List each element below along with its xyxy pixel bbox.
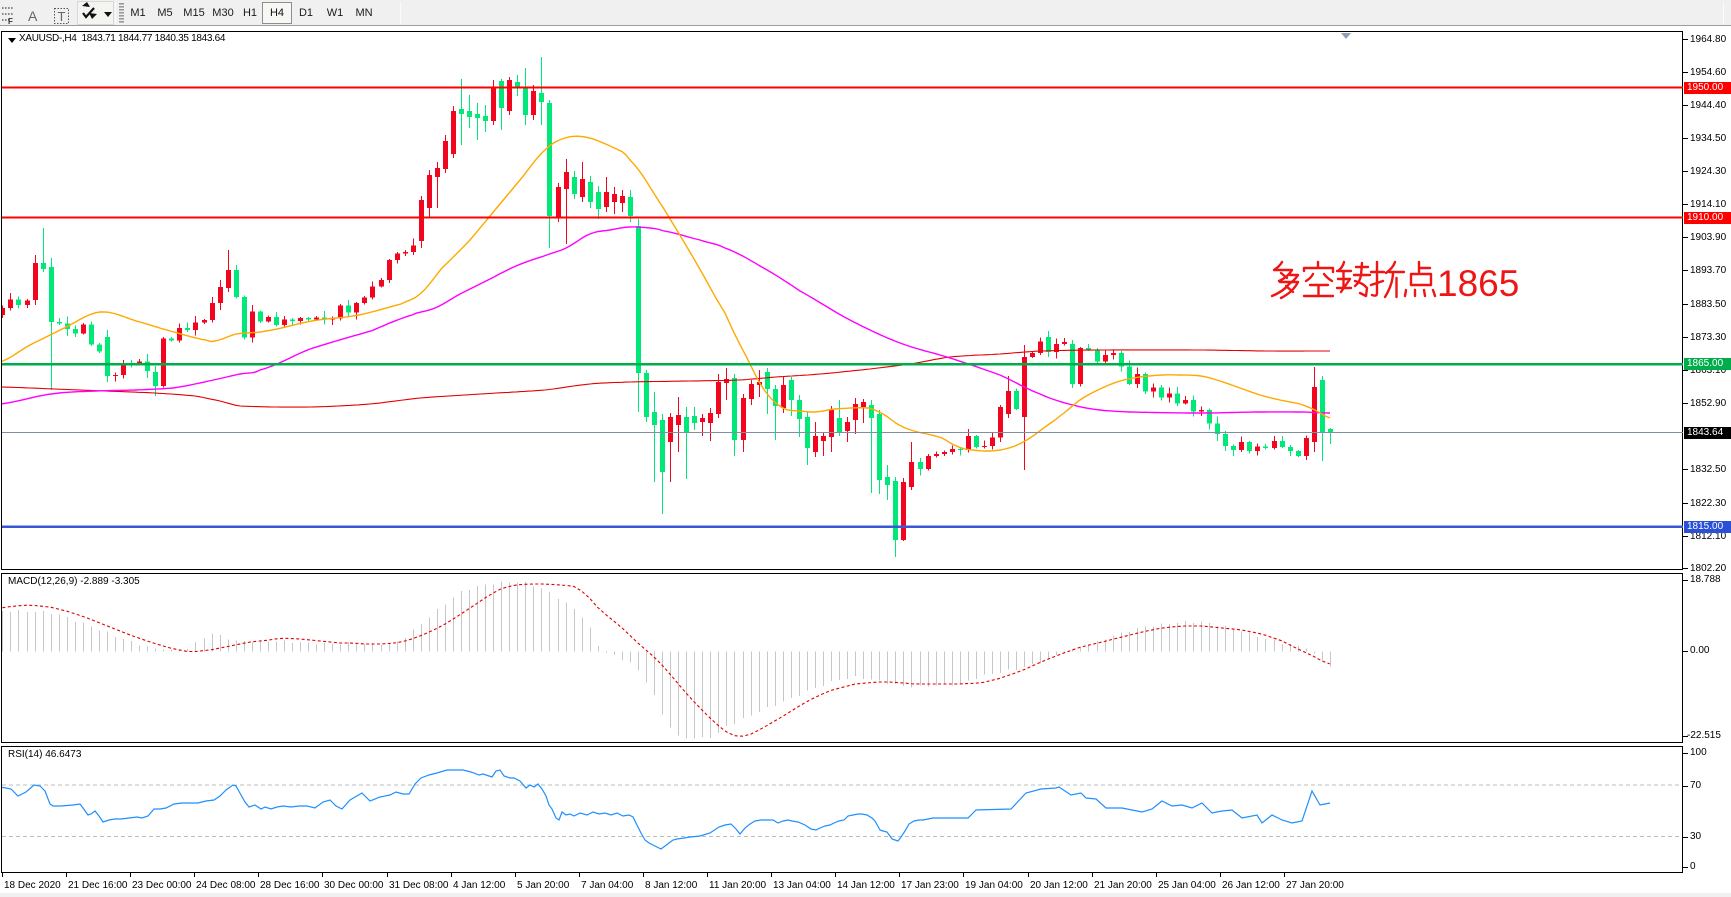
svg-text:A: A bbox=[28, 8, 38, 24]
svg-text:F: F bbox=[8, 17, 13, 26]
svg-text:1865: 1865 bbox=[1437, 263, 1519, 304]
svg-text:T: T bbox=[58, 9, 66, 24]
